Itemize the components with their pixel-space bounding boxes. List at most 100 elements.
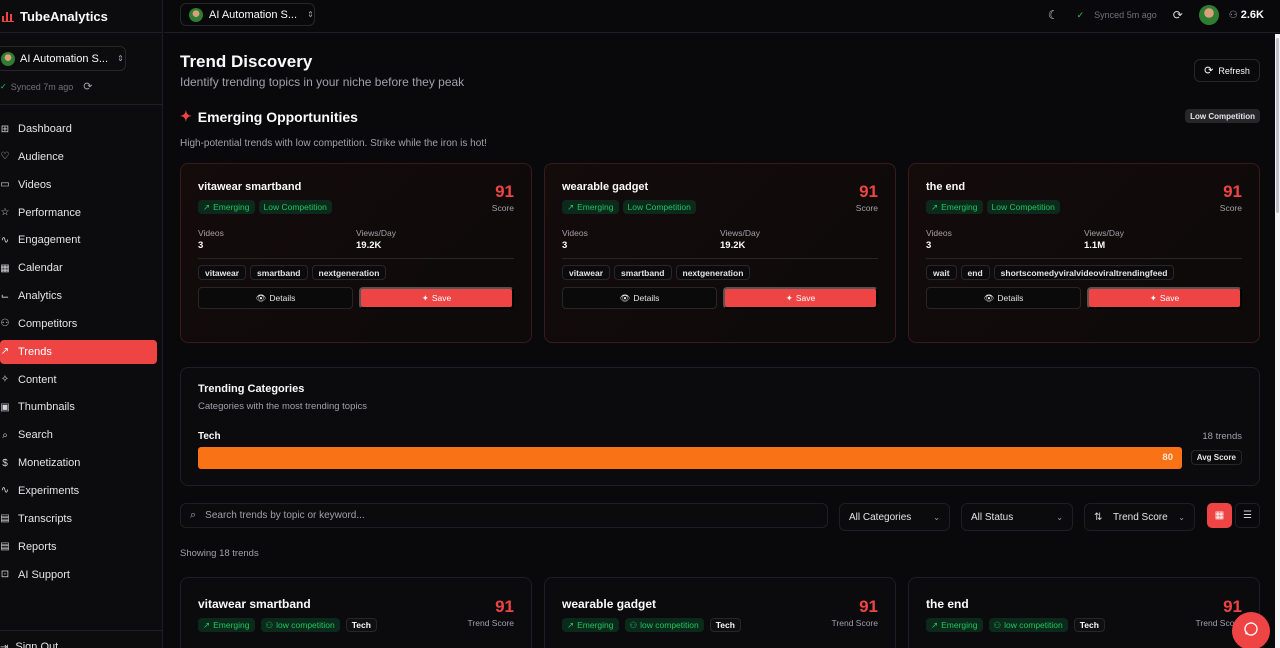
status-select[interactable]: All Status ⌄: [961, 503, 1073, 531]
sidebar-item-dashboard[interactable]: ⊞ Dashboard: [0, 117, 157, 141]
sidebar-item-engagement[interactable]: ∿ Engagement: [0, 228, 157, 252]
save-button[interactable]: ✦ Save: [1087, 287, 1242, 309]
sparkles-icon: ✦: [421, 292, 429, 303]
score-label: Score: [855, 203, 878, 213]
trending-up-icon: ↗: [0, 346, 10, 358]
sidebar-item-transcripts[interactable]: ▤ Transcripts: [0, 507, 157, 531]
list-view-button[interactable]: ☰: [1235, 503, 1260, 528]
trend-card[interactable]: vitawear smartband ↗ Emerging ⚇ low compet…: [180, 577, 532, 648]
sidebar: TubeAnalytics AI Automation S... ⇕ ✓ Syn…: [0, 0, 163, 648]
sidebar-item-label: Thumbnails: [18, 401, 75, 414]
category-select[interactable]: All Categories ⌄: [839, 503, 950, 531]
keyword-tag: vitawear: [198, 265, 247, 280]
competition-label: low competition: [640, 620, 699, 630]
sidebar-item-label: Monetization: [18, 457, 81, 470]
grid-view-button[interactable]: ▦: [1207, 503, 1232, 528]
status-label: Emerging: [941, 620, 978, 630]
sidebar-item-experiments[interactable]: ∿ Experiments: [0, 479, 157, 503]
users-icon: ⚇: [993, 619, 1002, 630]
sidebar-item-reports[interactable]: ▤ Reports: [0, 535, 157, 559]
competition-badge: Low Competition: [622, 200, 696, 214]
page-scrollbar-thumb[interactable]: [1276, 38, 1279, 213]
page-title: Trend Discovery: [180, 52, 313, 71]
sidebar-item-thumbnails[interactable]: ▣ Thumbnails: [0, 395, 157, 419]
sidebar-item-audience[interactable]: ♡ Audience: [0, 145, 157, 169]
sidebar-item-videos[interactable]: ▭ Videos: [0, 173, 157, 197]
details-button[interactable]: 👁 Details: [198, 287, 353, 309]
sidebar-item-search[interactable]: ⌕ Search: [0, 423, 157, 447]
grid-icon: ⊞: [0, 123, 10, 135]
score-value: 91: [859, 597, 878, 616]
refresh-sync-icon[interactable]: ⟳: [83, 81, 93, 93]
sort-select[interactable]: ⇅ Trend Score ⌄: [1084, 503, 1195, 531]
search-box: ⌕: [180, 503, 828, 528]
check-icon: ✓: [0, 82, 7, 91]
file-text-icon: ▤: [0, 513, 10, 525]
sidebar-item-content[interactable]: ✧ Content: [0, 368, 157, 392]
keyword-tag: wait: [926, 265, 957, 280]
score-value: 91: [1223, 597, 1242, 616]
search-input[interactable]: [205, 510, 806, 521]
sign-out-button[interactable]: ⇥ Sign Out: [0, 631, 163, 648]
details-button[interactable]: 👁 Details: [562, 287, 717, 309]
sidebar-channel-select[interactable]: AI Automation S... ⇕: [0, 46, 126, 71]
sidebar-item-ai-support[interactable]: ⊡ AI Support: [0, 563, 157, 587]
sidebar-item-calendar[interactable]: ▦ Calendar: [0, 256, 157, 280]
category-badge: Tech: [345, 618, 377, 632]
score-label: Trend Score: [831, 618, 878, 628]
low-competition-badge: Low Competition: [1185, 109, 1260, 123]
top-bar: AI Automation S... ⇕ ☾ ✓ Synced 5m ago ⟳…: [164, 0, 1280, 33]
check-icon: ✓: [1076, 9, 1085, 20]
keyword-tag: nextgeneration: [311, 265, 387, 280]
status-badge: ↗ Emerging: [562, 200, 619, 214]
competition-badge: ⚇ low competition: [260, 618, 340, 632]
sync-text: Synced 5m ago: [1094, 10, 1157, 20]
trending-up-icon: ↗: [567, 619, 575, 630]
sort-icon: ⇅: [1094, 511, 1103, 523]
views-label: Views/Day: [1084, 228, 1124, 238]
user-avatar[interactable]: [1198, 5, 1219, 25]
trending-up-icon: ↗: [567, 201, 575, 212]
competition-badge: ⚇ low competition: [624, 618, 704, 632]
refresh-sync-icon[interactable]: ⟳: [1172, 8, 1183, 22]
chevrons-up-down-icon: ⇕: [307, 10, 314, 19]
views-value: 19.2K: [356, 240, 382, 251]
category-name: Tech: [198, 431, 221, 442]
results-count: Showing 18 trends: [180, 548, 259, 559]
eye-icon: 👁: [983, 292, 995, 303]
trend-title: wearable gadget: [562, 597, 657, 611]
topbar-channel-select[interactable]: AI Automation S... ⇕: [180, 3, 315, 26]
trending-up-icon: ↗: [931, 201, 939, 212]
sidebar-item-trends[interactable]: ↗ Trends: [0, 339, 157, 364]
sidebar-item-label: Audience: [18, 150, 64, 163]
chat-button[interactable]: [1232, 612, 1270, 648]
competition-badge: ⚇ low competition: [988, 618, 1068, 632]
moon-icon[interactable]: ☾: [1047, 8, 1059, 22]
dollar-icon: $: [2, 457, 8, 469]
sidebar-item-label: Experiments: [18, 484, 80, 497]
status-label: Emerging: [941, 202, 978, 212]
page-scrollbar-track[interactable]: [1275, 34, 1280, 648]
score-value: 91: [495, 182, 514, 201]
brand[interactable]: TubeAnalytics: [0, 0, 162, 32]
details-button[interactable]: 👁 Details: [926, 287, 1081, 309]
save-button[interactable]: ✦ Save: [359, 287, 514, 309]
videos-label: Videos: [562, 228, 588, 238]
sidebar-item-label: Transcripts: [18, 512, 72, 525]
trend-card[interactable]: wearable gadget ↗ Emerging ⚇ low competiti…: [544, 577, 896, 648]
users-icon: ⚇: [629, 619, 638, 630]
sidebar-item-competitors[interactable]: ⚇ Competitors: [0, 312, 157, 336]
status-label: Emerging: [213, 620, 250, 630]
competition-label: low competition: [1004, 620, 1063, 630]
score-box: 91 Score: [855, 183, 878, 214]
sidebar-item-analytics[interactable]: ⌙ Analytics: [0, 284, 157, 308]
refresh-button[interactable]: ⟳ Refresh: [1194, 59, 1260, 82]
sidebar-item-label: AI Support: [18, 568, 70, 581]
divider: [0, 32, 162, 33]
save-button[interactable]: ✦ Save: [723, 287, 878, 309]
chevron-down-icon: ⌄: [1178, 512, 1185, 522]
trend-card[interactable]: the end ↗ Emerging ⚇ low competition Tech …: [908, 577, 1260, 648]
sidebar-item-performance[interactable]: ☆ Performance: [0, 201, 157, 225]
sidebar-item-monetization[interactable]: $ Monetization: [0, 451, 157, 475]
